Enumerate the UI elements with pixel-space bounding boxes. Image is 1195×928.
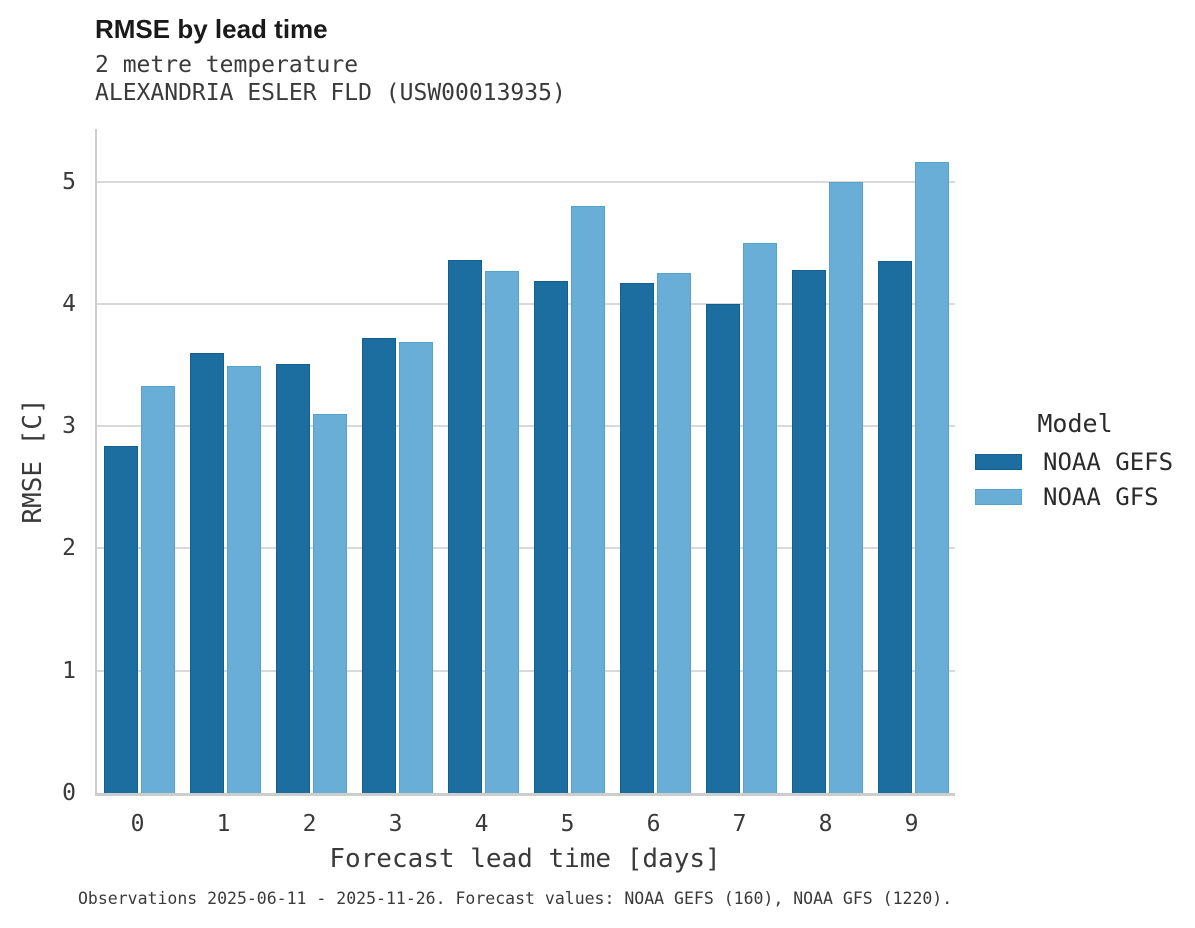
bar-noaa-gefs-day-9 bbox=[878, 261, 912, 793]
y-tick-label: 4 bbox=[62, 290, 76, 317]
x-tick-label: 0 bbox=[130, 811, 145, 837]
bar-noaa-gefs-day-3 bbox=[362, 338, 396, 793]
bar-noaa-gfs-day-1 bbox=[227, 366, 261, 793]
bar-noaa-gfs-day-5 bbox=[571, 205, 605, 793]
bar-noaa-gfs-day-8 bbox=[829, 181, 863, 793]
gridline bbox=[97, 180, 955, 183]
bar-noaa-gefs-day-7 bbox=[706, 303, 740, 793]
x-tick-label: 1 bbox=[216, 811, 231, 837]
bar-noaa-gefs-day-0 bbox=[104, 445, 138, 793]
x-tick-label: 3 bbox=[388, 811, 403, 837]
bar-noaa-gfs-day-3 bbox=[399, 341, 433, 793]
footer-caption: Observations 2025-06-11 - 2025-11-26. Fo… bbox=[78, 889, 953, 908]
x-tick-label: 5 bbox=[560, 811, 575, 837]
chart-subtitle-variable: 2 metre temperature bbox=[95, 52, 359, 78]
bar-noaa-gfs-day-7 bbox=[743, 242, 777, 793]
chart-subtitle-station: ALEXANDRIA ESLER FLD (USW00013935) bbox=[95, 80, 566, 106]
bar-noaa-gfs-day-0 bbox=[141, 385, 175, 793]
legend: Model NOAA GEFS NOAA GFS bbox=[975, 410, 1175, 514]
x-tick-label: 9 bbox=[904, 811, 919, 837]
bar-noaa-gefs-day-2 bbox=[276, 363, 310, 793]
bar-noaa-gfs-day-4 bbox=[485, 270, 519, 793]
bar-noaa-gefs-day-8 bbox=[792, 269, 826, 793]
chart-title: RMSE by lead time bbox=[95, 14, 328, 44]
bar-noaa-gfs-day-2 bbox=[313, 413, 347, 793]
x-tick-label: 6 bbox=[646, 811, 661, 837]
bar-noaa-gefs-day-4 bbox=[448, 259, 482, 793]
legend-swatch-noaa-gefs bbox=[975, 453, 1022, 470]
legend-label: NOAA GFS bbox=[1043, 482, 1159, 511]
y-tick-label: 5 bbox=[62, 168, 76, 195]
gridline bbox=[97, 302, 955, 305]
y-tick-label: 3 bbox=[62, 413, 76, 440]
x-tick-label: 7 bbox=[732, 811, 747, 837]
x-tick-label: 2 bbox=[302, 811, 317, 837]
legend-swatch-noaa-gfs bbox=[975, 488, 1022, 505]
y-tick-label: 1 bbox=[62, 657, 76, 684]
bar-noaa-gefs-day-1 bbox=[190, 352, 224, 793]
gridline bbox=[97, 425, 955, 428]
plot-area bbox=[95, 129, 955, 796]
y-tick-label: 2 bbox=[62, 535, 76, 562]
legend-item-noaa-gfs: NOAA GFS bbox=[975, 479, 1175, 514]
legend-label: NOAA GEFS bbox=[1043, 447, 1174, 476]
gridline bbox=[97, 669, 955, 672]
bar-noaa-gefs-day-6 bbox=[620, 283, 654, 793]
gridline bbox=[97, 547, 955, 550]
bar-noaa-gfs-day-6 bbox=[657, 273, 691, 793]
legend-item-noaa-gefs: NOAA GEFS bbox=[975, 444, 1175, 479]
x-axis-title: Forecast lead time [days] bbox=[329, 844, 721, 874]
bar-noaa-gfs-day-9 bbox=[915, 161, 949, 793]
x-tick-label: 8 bbox=[818, 811, 833, 837]
x-tick-label: 4 bbox=[474, 811, 489, 837]
y-tick-label: 0 bbox=[62, 780, 76, 806]
legend-items: NOAA GEFS NOAA GFS bbox=[975, 444, 1175, 514]
bar-noaa-gefs-day-5 bbox=[534, 280, 568, 793]
legend-title: Model bbox=[1037, 409, 1113, 438]
